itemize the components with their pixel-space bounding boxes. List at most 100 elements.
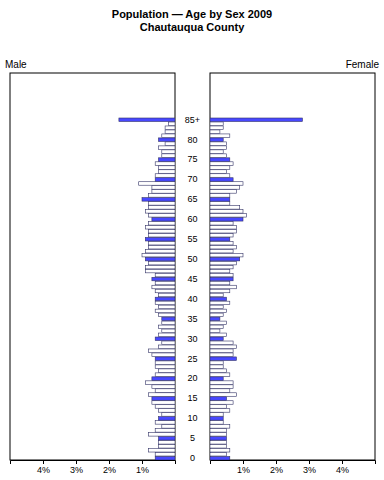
tick-label: 10	[187, 413, 197, 423]
bar	[210, 230, 236, 234]
bar	[210, 126, 223, 130]
tick-label: 4%	[336, 465, 349, 475]
bar	[155, 174, 175, 178]
bar	[155, 361, 175, 365]
tick: 3%	[303, 460, 316, 475]
bar	[210, 146, 227, 150]
bar	[159, 417, 176, 421]
x-axis: 1%2%3%4%	[211, 460, 376, 475]
bar	[210, 245, 236, 249]
tick-label: 4%	[37, 465, 50, 475]
bar	[139, 182, 175, 186]
tick-mark	[276, 460, 277, 464]
bar	[159, 293, 176, 297]
bar	[159, 437, 176, 441]
tick-label: 85+	[185, 115, 200, 125]
tick: 2%	[270, 460, 283, 475]
tick: 4%	[336, 460, 349, 475]
bar	[210, 265, 233, 269]
tick: 70	[187, 174, 197, 184]
bar	[210, 261, 236, 265]
frame	[210, 73, 375, 460]
bar	[210, 241, 233, 245]
bar	[210, 385, 233, 389]
bar	[155, 273, 175, 277]
bar	[210, 202, 230, 206]
bar	[168, 122, 175, 126]
tick-mark	[243, 460, 244, 464]
tick-mark	[342, 460, 343, 464]
bar	[159, 445, 176, 449]
bar	[210, 162, 233, 166]
title: Population — Age by Sex 2009	[112, 8, 272, 20]
tick-label: 3%	[70, 465, 83, 475]
bar	[152, 385, 175, 389]
bar	[155, 421, 175, 425]
bar	[149, 261, 175, 265]
bar	[210, 417, 223, 421]
tick: 50	[187, 254, 197, 264]
tick-label: 2%	[103, 465, 116, 475]
bar	[210, 381, 233, 385]
bar	[152, 285, 175, 289]
bar	[210, 297, 227, 301]
bar	[149, 433, 175, 437]
tick-label: 80	[187, 135, 197, 145]
bar	[210, 170, 227, 174]
bar	[210, 445, 227, 449]
axis-line	[211, 461, 376, 465]
bar	[210, 218, 243, 222]
bar	[152, 353, 175, 357]
tick: 10	[187, 413, 197, 423]
tick-label: 45	[187, 274, 197, 284]
bar	[210, 210, 243, 214]
bar	[210, 237, 230, 241]
bar	[210, 158, 230, 162]
bar	[210, 178, 233, 182]
bar	[149, 241, 175, 245]
bar	[152, 190, 175, 194]
bar	[149, 214, 175, 218]
bar	[210, 174, 230, 178]
bar	[145, 257, 175, 261]
series-label: Female	[346, 59, 380, 70]
bar	[210, 285, 236, 289]
bar	[162, 413, 175, 417]
bar	[210, 333, 227, 337]
bar	[210, 425, 230, 429]
bar	[210, 277, 233, 281]
tick: 15	[187, 393, 197, 403]
bar	[210, 421, 223, 425]
tick-label: 40	[187, 294, 197, 304]
bar	[155, 429, 175, 433]
bar	[210, 186, 240, 190]
tick-label: 15	[187, 393, 197, 403]
bar	[145, 249, 175, 253]
bar	[149, 222, 175, 226]
bar	[159, 325, 176, 329]
bar	[155, 162, 175, 166]
bar	[152, 401, 175, 405]
bar	[210, 317, 220, 321]
tick-label: 35	[187, 314, 197, 324]
bar	[210, 441, 227, 445]
bar	[210, 357, 236, 361]
bar	[210, 321, 227, 325]
tick-label: 70	[187, 174, 197, 184]
bar	[159, 138, 176, 142]
bar	[210, 361, 223, 365]
bar	[210, 130, 220, 134]
bar	[210, 273, 233, 277]
tick-mark	[142, 460, 143, 464]
bar	[149, 449, 175, 453]
bar	[145, 265, 175, 269]
bar	[210, 341, 233, 345]
bar	[210, 393, 236, 397]
bar	[210, 305, 223, 309]
tick: 75	[187, 154, 197, 164]
bar	[210, 453, 227, 457]
tick-label: 5	[190, 433, 195, 443]
bar	[152, 277, 175, 281]
bar	[210, 289, 230, 293]
bar	[210, 449, 230, 453]
